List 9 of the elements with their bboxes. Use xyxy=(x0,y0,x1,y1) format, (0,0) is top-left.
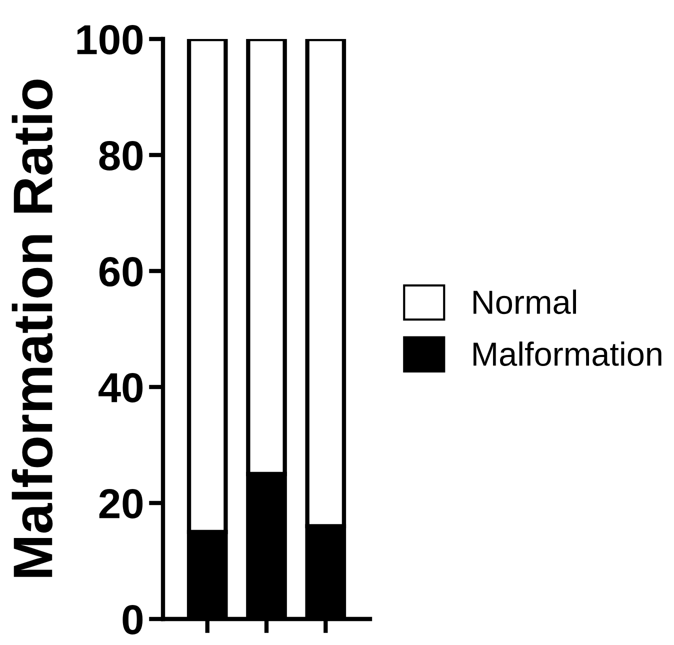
legend-label: Malformation xyxy=(474,342,662,366)
y-axis-title: Malformation Ratio xyxy=(12,80,53,577)
y-tick-label: 100 xyxy=(77,25,143,55)
y-tick-label: 60 xyxy=(99,257,143,287)
y-tick-label: 0 xyxy=(122,605,143,635)
y-tick-label: 80 xyxy=(99,141,143,171)
legend-label: Normal xyxy=(474,290,576,314)
y-tick-label: 40 xyxy=(98,373,143,403)
y-tick-label: 20 xyxy=(99,489,143,519)
